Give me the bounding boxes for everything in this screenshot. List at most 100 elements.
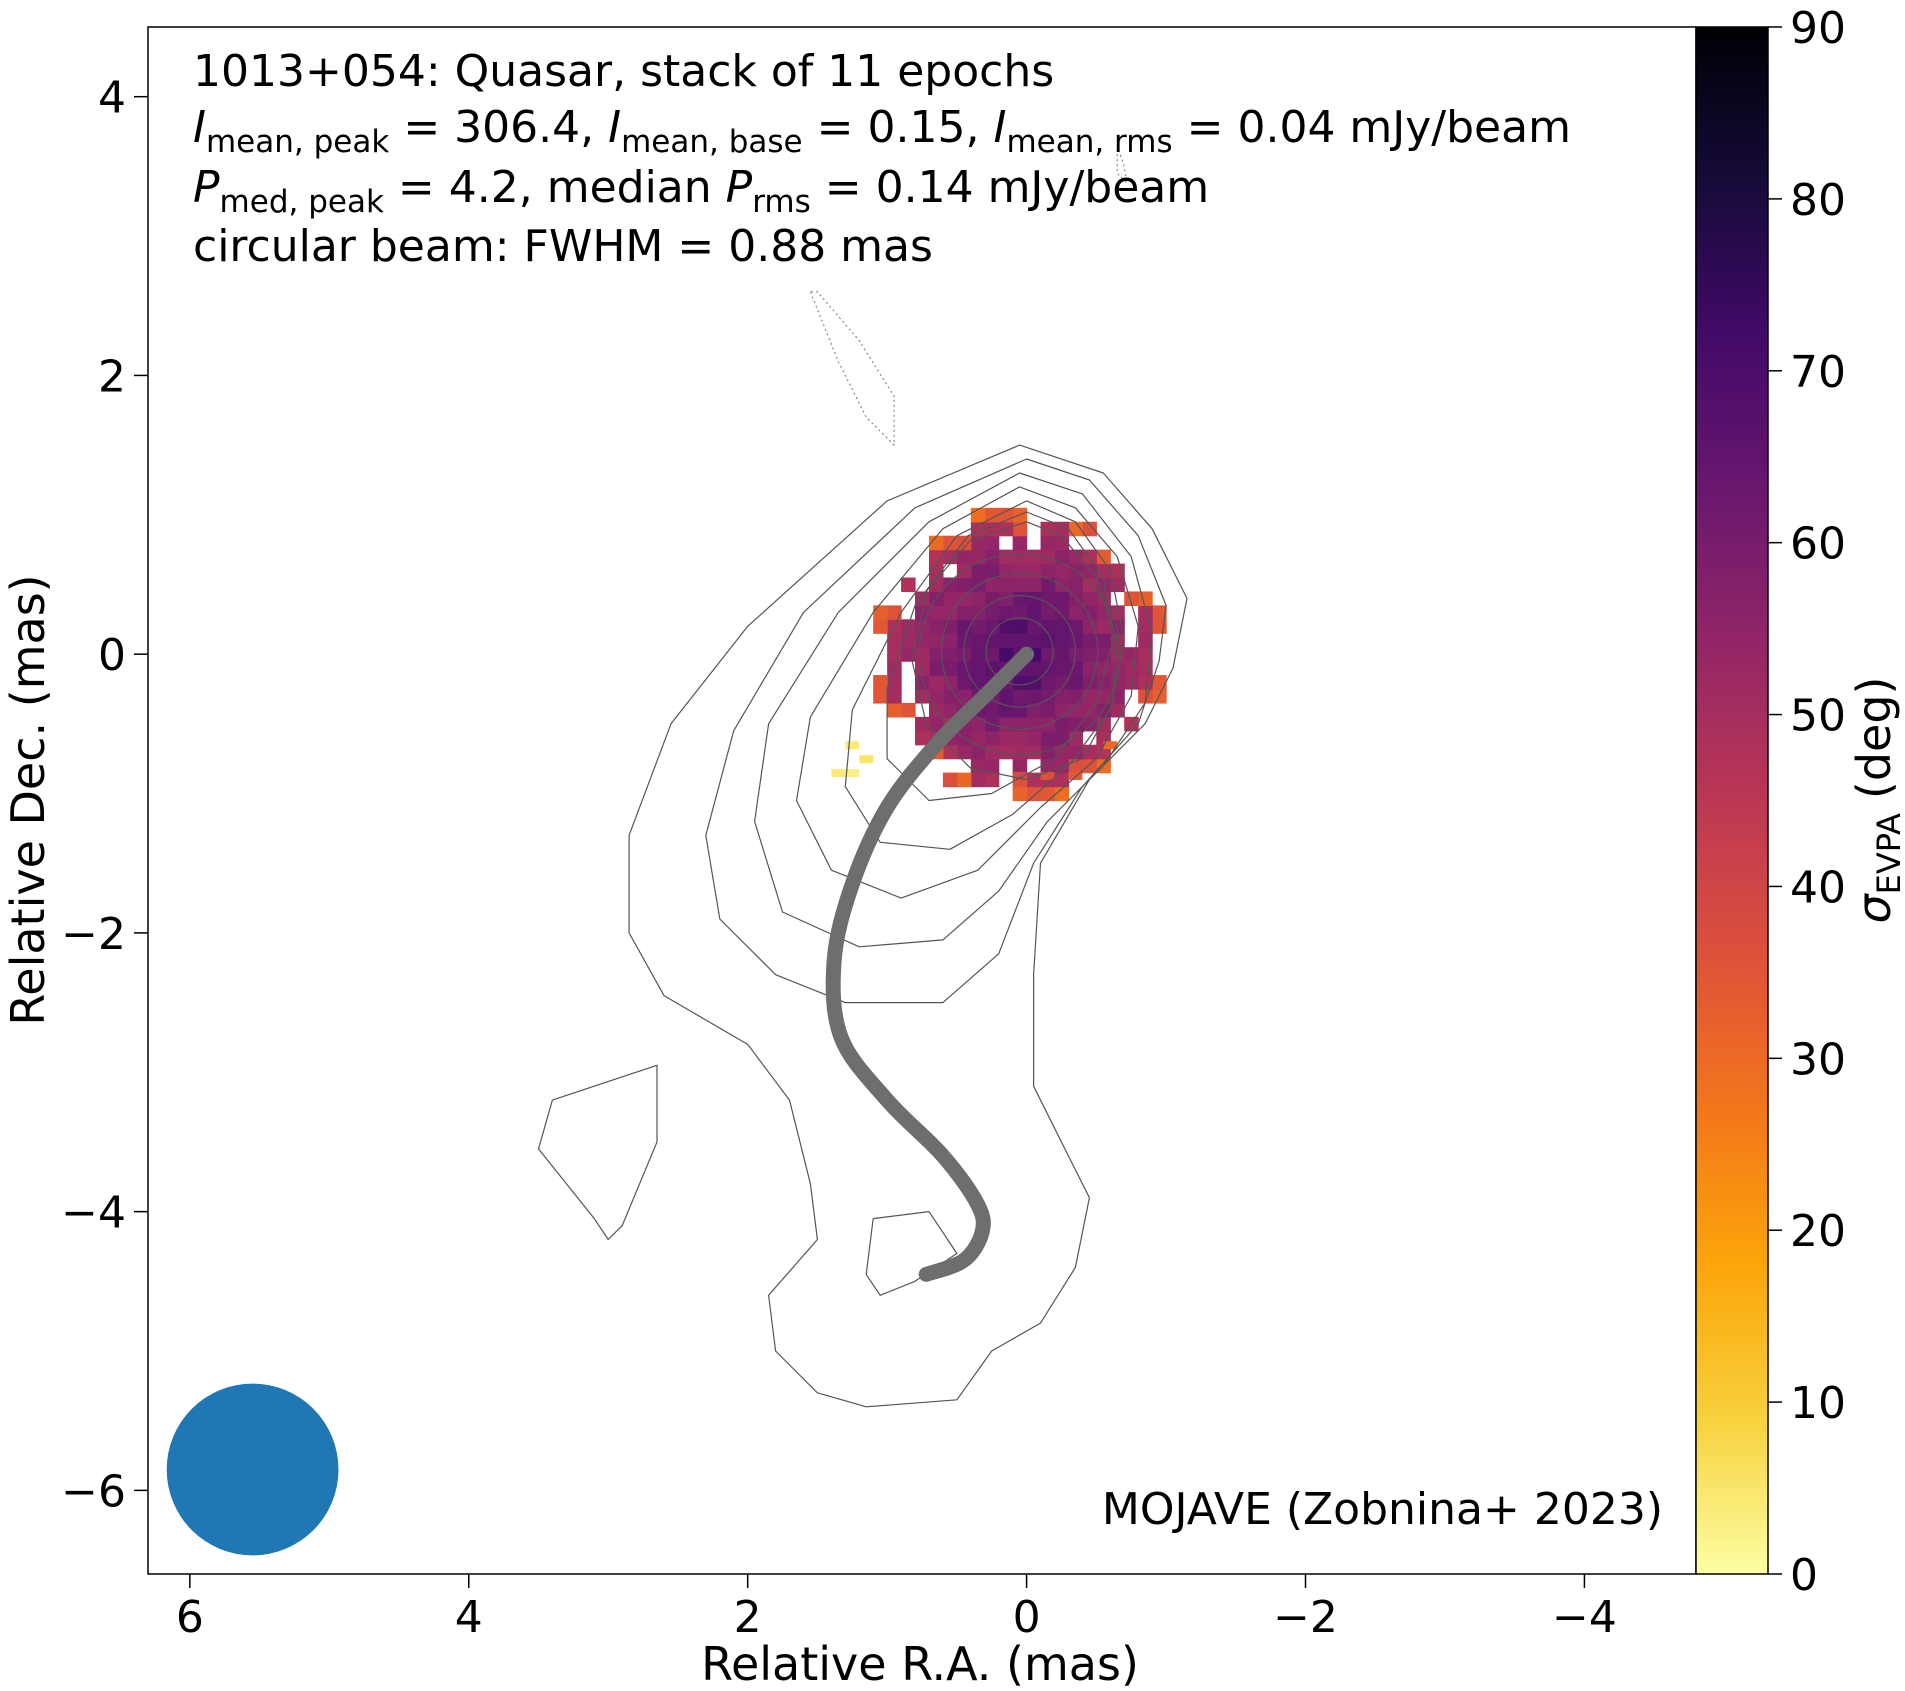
x-tick-label: 2 [734, 1592, 762, 1643]
evpa-pixel [1110, 563, 1125, 579]
evpa-pixel [1054, 730, 1070, 746]
evpa-pixel [998, 730, 1014, 746]
evpa-pixel [1068, 521, 1083, 537]
evpa-pixel [956, 675, 972, 690]
evpa-pixel [1012, 675, 1028, 690]
colorbar-label-unit: (deg) [1847, 677, 1901, 800]
evpa-pixel [1054, 675, 1070, 690]
colorbar [1695, 26, 1769, 1575]
evpa-pixel [1040, 771, 1055, 780]
evpa-pixel [928, 549, 944, 565]
evpa-pixel [1012, 702, 1028, 718]
evpa-pixel [887, 605, 902, 620]
evpa-pixel [1068, 605, 1083, 620]
evpa-pixel [1026, 605, 1042, 620]
evpa-pixel [887, 702, 902, 718]
evpa-pixel [1012, 730, 1028, 746]
evpa-pixel [1040, 549, 1056, 565]
contour-level-1 [865, 1211, 958, 1296]
evpa-pixel [1103, 741, 1118, 750]
evpa-pixel [1054, 772, 1070, 788]
evpa-pixel [1054, 633, 1070, 648]
evpa-pixel [970, 633, 986, 648]
evpa-pixel [915, 633, 930, 648]
evpa-pixel [970, 563, 986, 579]
y-axis-label: Relative Dec. (mas) [1, 574, 55, 1025]
evpa-pixel [1124, 675, 1139, 690]
evpa-pixel [1040, 744, 1056, 760]
contour-level-5 [795, 486, 1139, 899]
evpa-pixel [845, 769, 860, 778]
evpa-pixel [1040, 730, 1056, 746]
evpa-pixel [1040, 633, 1056, 648]
evpa-pixel [928, 647, 944, 662]
evpa-pixel [1040, 563, 1056, 579]
evpa-pixel [1012, 771, 1027, 780]
evpa-pixel [928, 577, 944, 593]
evpa-pixel [970, 730, 986, 746]
evpa-pixel [1082, 689, 1097, 704]
title-line-source: 1013+054: Quasar, stack of 11 epochs [193, 46, 1054, 97]
colorbar-tick-label: 20 [1790, 1206, 1846, 1257]
evpa-pixel [1026, 591, 1042, 606]
title-line-beam: circular beam: FWHM = 0.88 mas [193, 221, 933, 272]
evpa-pixel [1012, 549, 1028, 565]
colorbar-tick-label: 30 [1790, 1034, 1846, 1085]
evpa-pixel [1068, 771, 1083, 780]
evpa-pixel [1054, 563, 1070, 579]
evpa-pixel [1110, 661, 1125, 676]
intensity-contours [537, 144, 1188, 1408]
evpa-pixel [1082, 758, 1097, 774]
colorbar-tick-label: 90 [1790, 3, 1846, 54]
plot-background [148, 27, 1696, 1574]
evpa-pixel [1082, 591, 1097, 606]
y-axis: 4 2 0 −2 −4 −6 [61, 73, 148, 1517]
y-tick-label: 2 [98, 351, 126, 402]
evpa-pixel [859, 755, 874, 764]
evpa-pixel [1138, 675, 1153, 690]
evpa-pixel [970, 744, 986, 760]
evpa-pixel [1012, 786, 1028, 802]
evpa-pixel [970, 661, 986, 676]
colorbar-tick-label: 80 [1790, 175, 1846, 226]
evpa-pixel [901, 577, 916, 593]
y-tick-label: −6 [61, 1466, 126, 1517]
evpa-pixel [1012, 535, 1028, 551]
p-rms-symbol: P [726, 162, 753, 213]
evpa-pixel [1040, 591, 1056, 606]
contour-level-3 [705, 458, 1167, 1004]
evpa-pixel [942, 647, 958, 662]
colorbar-tick-label: 0 [1790, 1550, 1818, 1601]
title-line-intensity: Imean, peak = 306.4, Imean, base = 0.15, Ime… [193, 102, 1571, 160]
contour-level-10 [940, 572, 1099, 731]
evpa-pixel [1012, 605, 1028, 620]
evpa-pixel [956, 549, 972, 565]
colorbar-tick-label: 60 [1790, 519, 1846, 570]
i-base-value: = 0.15, [817, 102, 980, 153]
colorbar-axis: 0 10 20 30 40 50 60 70 80 90 [1768, 3, 1846, 1601]
y-tick-label: −2 [61, 909, 126, 960]
evpa-pixel [1082, 661, 1097, 676]
contour-level-8 [911, 521, 1118, 781]
x-tick-label: 0 [1013, 1592, 1041, 1643]
evpa-pixel [1096, 689, 1111, 704]
evpa-pixel [942, 744, 958, 760]
contour-level-12 [985, 617, 1054, 686]
evpa-pixel [928, 675, 944, 690]
evpa-pixel [998, 591, 1014, 606]
evpa-pixel [1068, 549, 1083, 565]
evpa-pixel [915, 661, 930, 676]
evpa-pixel [970, 675, 986, 690]
evpa-pixel [984, 563, 1000, 579]
evpa-pixel [1012, 716, 1028, 732]
evpa-pixel [942, 591, 958, 606]
evpa-pixel [887, 647, 902, 662]
evpa-pixel [1054, 521, 1070, 537]
evpa-pixel [887, 689, 902, 704]
evpa-pixel [1082, 521, 1097, 537]
evpa-pixel [1082, 744, 1097, 760]
i-rms-symbol: I [993, 102, 1006, 153]
evpa-pixel [998, 689, 1014, 704]
x-tick-label: 4 [455, 1592, 483, 1643]
evpa-pixel [1082, 716, 1097, 732]
